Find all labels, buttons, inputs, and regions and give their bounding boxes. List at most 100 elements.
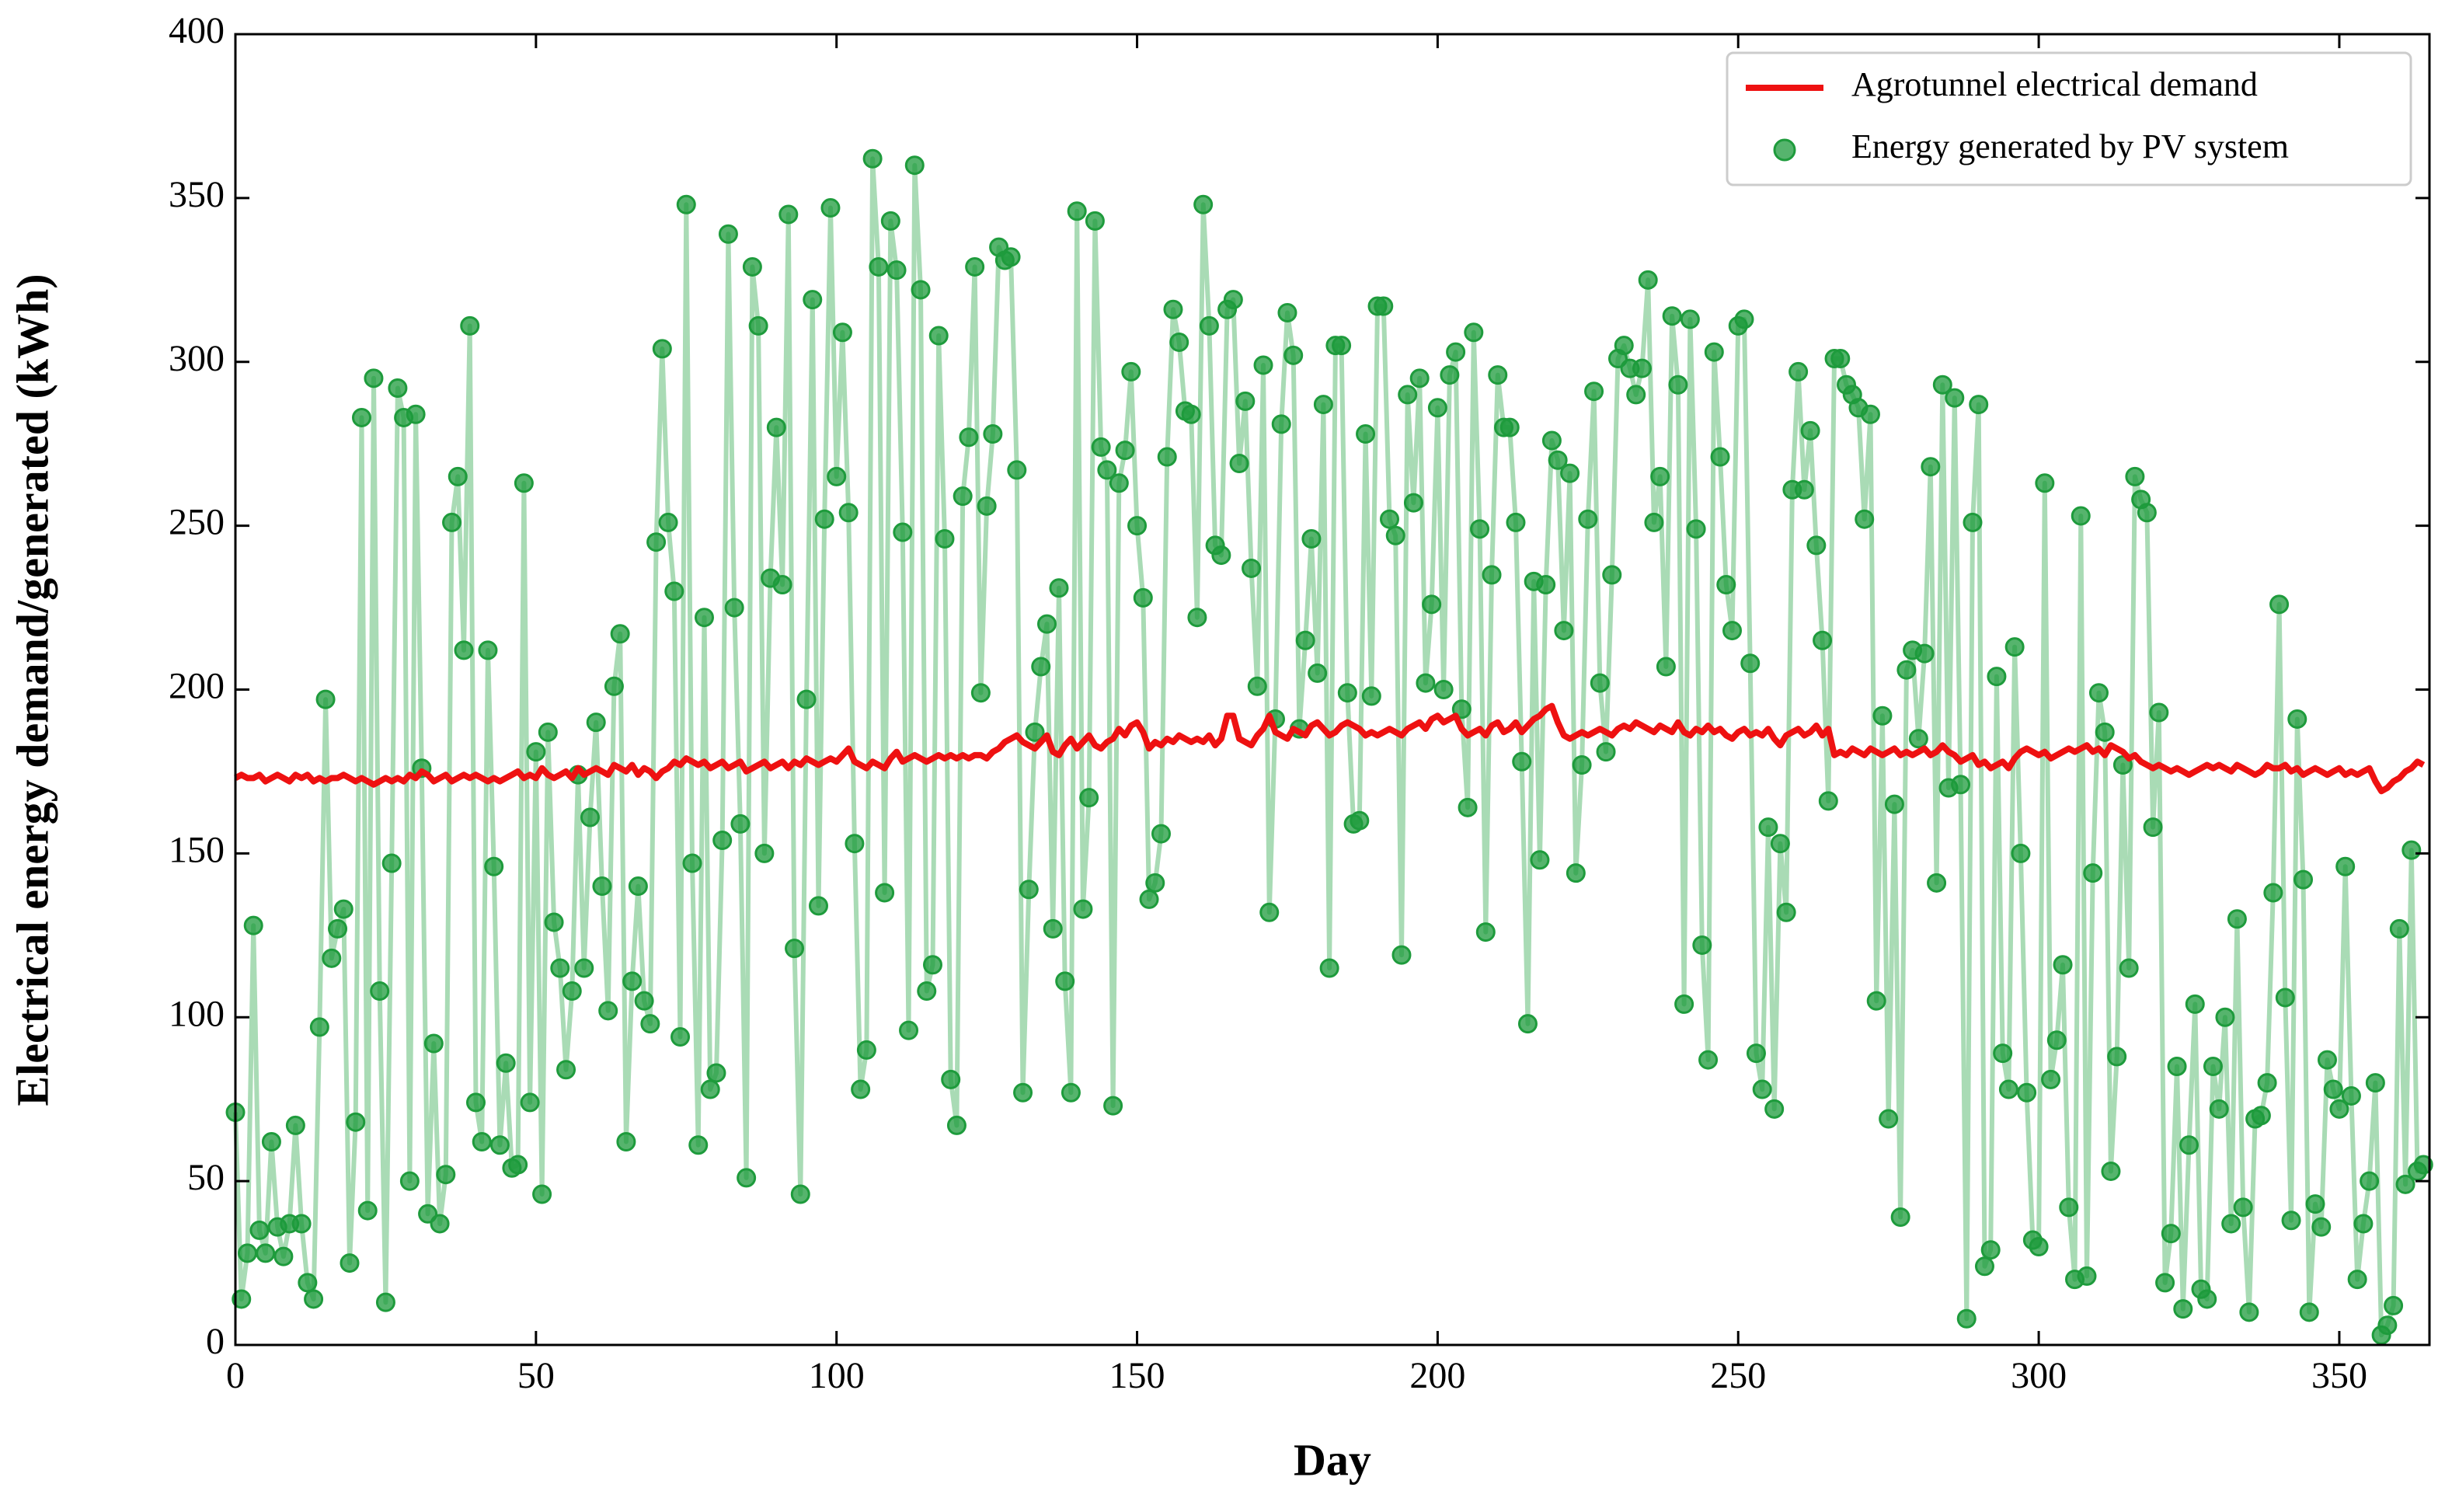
generation-point (1409, 368, 1430, 388)
generation-point (803, 290, 823, 310)
generation-point (1698, 1050, 1719, 1070)
x-tick-label: 250 (1710, 1355, 1766, 1396)
generation-point (1109, 473, 1129, 493)
generation-point (1668, 375, 1688, 395)
generation-point (1993, 1043, 2013, 1064)
generation-point (1680, 309, 1700, 329)
generation-point (430, 1214, 450, 1234)
generation-point (2311, 1217, 2332, 1237)
generation-point (1356, 424, 1376, 444)
x-tick-label: 100 (809, 1355, 865, 1396)
generation-point (1398, 385, 1418, 405)
generation-point (1956, 1308, 1977, 1329)
generation-point (886, 260, 907, 280)
generation-point (1464, 322, 1484, 343)
generation-point (1391, 945, 1412, 965)
generation-point (2185, 994, 2205, 1014)
generation-point (2389, 918, 2409, 939)
generation-point (935, 528, 955, 549)
generation-point (1517, 1014, 1538, 1034)
generation-point (2053, 955, 2073, 975)
generation-point (2088, 683, 2109, 703)
plot-area (225, 148, 2433, 1345)
generation-point (1674, 994, 1694, 1014)
generation-point (1247, 676, 1267, 696)
generation-point (1974, 1256, 1994, 1277)
generation-point (959, 427, 979, 448)
generation-point (2095, 722, 2115, 742)
generation-point (1229, 453, 1249, 473)
generation-point (1007, 460, 1027, 480)
generation-point (1163, 299, 1183, 319)
generation-point (1879, 1109, 1899, 1129)
generation-point (676, 194, 696, 214)
generation-point (2233, 1197, 2253, 1218)
generation-point (322, 948, 342, 968)
generation-point (1818, 791, 1838, 811)
generation-point (1061, 1082, 1081, 1103)
generation-line (233, 156, 2426, 1338)
generation-point (785, 939, 805, 959)
generation-point (1001, 247, 1021, 267)
generation-point (1578, 509, 1598, 529)
generation-point (977, 496, 997, 516)
generation-point (423, 1033, 444, 1054)
generation-point (592, 876, 612, 897)
generation-point (1319, 958, 1339, 978)
x-tick-label: 0 (226, 1355, 245, 1396)
generation-point (796, 689, 817, 709)
generation-point (1422, 594, 1442, 615)
generation-point (1890, 1207, 1910, 1228)
generation-point (2335, 856, 2356, 876)
generation-point (1416, 673, 1436, 693)
generation-point (1121, 361, 1141, 381)
generation-point (1482, 565, 1502, 585)
generation-point (2353, 1214, 2374, 1234)
generation-point (2377, 1315, 2398, 1336)
generation-point (544, 912, 564, 932)
generation-point (1932, 375, 1952, 395)
generation-point (2101, 1161, 2121, 1181)
generation-point (1746, 1043, 1766, 1064)
generation-point (2299, 1302, 2319, 1322)
generation-point (2125, 466, 2145, 486)
generation-point (1951, 775, 1971, 795)
generation-point (1764, 1099, 1785, 1119)
generation-point (2360, 1171, 2380, 1191)
generation-point (670, 1027, 691, 1047)
generation-point (1145, 873, 1165, 893)
generation-point (2287, 709, 2307, 729)
generation-point (2083, 863, 2103, 883)
generation-point (1499, 417, 1520, 437)
generation-point (1433, 680, 1454, 699)
generation-point (2215, 1007, 2235, 1027)
legend-label: Agrotunnel electrical demand (1851, 65, 2258, 103)
generation-point (1193, 194, 1214, 214)
generation-point (304, 1289, 324, 1309)
x-tick-label: 350 (2311, 1355, 2367, 1396)
generation-point (1374, 296, 1394, 316)
generation-point (598, 1001, 618, 1021)
generation-point (291, 1214, 312, 1234)
generation-point (700, 1079, 720, 1099)
generation-point (1308, 663, 1328, 683)
generation-point (538, 722, 558, 742)
generation-point (406, 404, 426, 424)
generation-point (814, 509, 834, 529)
generation-point (856, 1040, 876, 1060)
generation-point (1548, 450, 1568, 470)
generation-point (586, 712, 606, 733)
generation-point (970, 683, 991, 703)
generation-point (772, 575, 792, 595)
generation-point (616, 1132, 636, 1152)
generation-point (2107, 1047, 2127, 1067)
generation-point (1650, 466, 1670, 486)
x-tick-label: 150 (1109, 1355, 1165, 1396)
generation-point (904, 155, 925, 176)
generation-point (249, 1220, 270, 1240)
generation-point (1139, 889, 1159, 909)
generation-point (646, 532, 667, 552)
generation-point (2155, 1273, 2175, 1293)
generation-point (1927, 873, 1947, 893)
generation-point (778, 204, 799, 225)
